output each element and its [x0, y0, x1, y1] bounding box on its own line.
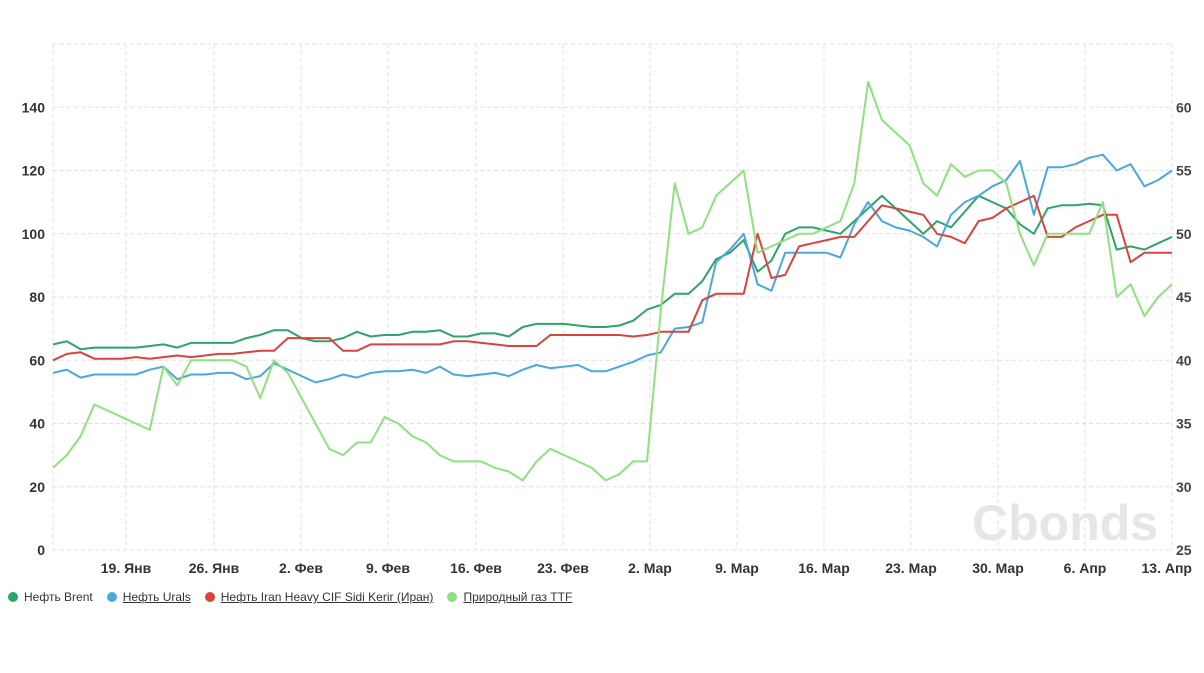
legend-label: Природный газ TTF: [463, 590, 573, 604]
y-left-tick-label: 20: [29, 479, 45, 495]
y-left-tick-label: 140: [22, 99, 46, 115]
y-left-tick-label: 60: [29, 352, 45, 368]
x-tick-label: 19. Янв: [101, 560, 152, 576]
x-axis: 19. Янв 26. Янв 2. Фев 9. Фев 16. Фев 23. Фев…: [101, 560, 1192, 576]
legend-item-2[interactable]: Нефть Iran Heavy CIF Sidi Kerir (Иран): [204, 590, 434, 604]
y-left-tick-label: 40: [29, 416, 45, 432]
y-right-tick-label: 25: [1176, 542, 1192, 558]
legend: Нефть Brent Нефть Urals Нефть Iran Heavy C…: [8, 590, 572, 604]
series-line-1: [52, 153, 1173, 384]
y-left-tick-label: 80: [29, 289, 45, 305]
y-right-tick-label: 35: [1176, 416, 1192, 432]
y-left-tick-label: 120: [22, 163, 46, 179]
y-right-tick-label: 30: [1176, 479, 1192, 495]
x-tick-label: 2. Фев: [279, 560, 323, 576]
series-lines: [52, 80, 1173, 482]
legend-dot: [106, 592, 117, 602]
legend-item-1[interactable]: Нефть Urals: [106, 590, 191, 604]
y-right-tick-label: 60: [1176, 99, 1192, 115]
legend-label: Нефть Iran Heavy CIF Sidi Kerir (Иран): [220, 590, 434, 604]
x-tick-label: 9. Мар: [715, 560, 759, 576]
x-tick-label: 26. Янв: [189, 560, 240, 576]
y-right-tick-label: 45: [1176, 289, 1192, 305]
series-line-2: [52, 194, 1172, 362]
y-axis-left: 0 20 40 60 80 100 120 140: [22, 99, 46, 558]
x-tick-label: 6. Апр: [1064, 560, 1107, 576]
x-tick-label: 9. Фев: [366, 560, 410, 576]
y-left-tick-label: 0: [37, 542, 45, 558]
y-right-tick-label: 55: [1176, 163, 1192, 179]
x-tick-label: 23. Мар: [885, 560, 937, 576]
legend-dot: [8, 592, 18, 602]
cbonds-watermark: Cbonds: [972, 495, 1158, 551]
x-tick-label: 16. Фев: [450, 560, 502, 576]
y-right-tick-label: 50: [1176, 226, 1192, 242]
y-left-tick-label: 100: [22, 226, 46, 242]
legend-dot: [204, 592, 215, 602]
y-right-tick-label: 40: [1176, 352, 1192, 368]
legend-item-3[interactable]: Природный газ TTF: [447, 590, 572, 604]
x-tick-label: 23. Фев: [537, 560, 589, 576]
legend-dot: [447, 592, 458, 602]
x-tick-label: 2. Мар: [628, 560, 672, 576]
x-tick-label: 13. Апр: [1142, 560, 1192, 576]
series-line-3: [52, 80, 1173, 482]
x-tick-label: 16. Мар: [798, 560, 850, 576]
legend-item-0[interactable]: Нефть Brent: [8, 590, 93, 604]
x-tick-label: 30. Мар: [972, 560, 1024, 576]
legend-label: Нефть Brent: [24, 590, 93, 604]
series-line-0: [52, 194, 1173, 351]
legend-label: Нефть Urals: [122, 590, 191, 604]
chart-area: Cbonds 0 20 40 60 80 100 120 140 25 30 35 40 45 50 55…: [22, 43, 1192, 576]
grid: [52, 43, 1173, 551]
y-axis-right: 25 30 35 40 45 50 55 60: [1176, 99, 1192, 558]
